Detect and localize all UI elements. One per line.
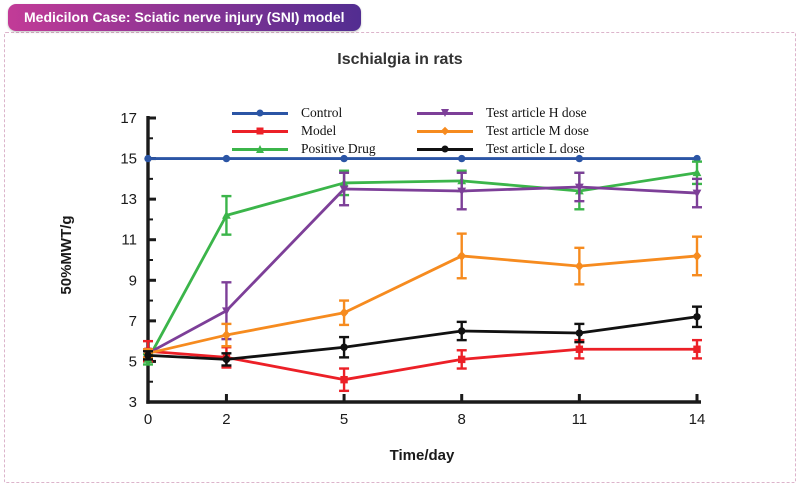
svg-text:11: 11 <box>121 232 137 249</box>
legend-item-test-article-m-dose: Test article M dose <box>417 122 589 140</box>
svg-text:17: 17 <box>120 110 137 127</box>
legend-label: Test article H dose <box>486 105 587 120</box>
legend-item-model: Model <box>232 122 376 140</box>
svg-text:7: 7 <box>129 313 137 330</box>
legend-label: Model <box>301 123 337 138</box>
svg-text:14: 14 <box>689 411 706 428</box>
legend-label: Test article M dose <box>486 123 589 138</box>
svg-text:0: 0 <box>144 411 152 428</box>
svg-text:2: 2 <box>222 411 230 428</box>
triangle-up-marker-icon <box>232 141 288 157</box>
circle-marker-icon <box>232 105 288 121</box>
legend-label: Positive Drug <box>301 141 376 156</box>
case-badge: Medicilon Case: Sciatic nerve injury (SN… <box>8 4 361 31</box>
svg-text:13: 13 <box>120 191 137 208</box>
legend-item-positive-drug: Positive Drug <box>232 140 376 158</box>
svg-text:8: 8 <box>458 411 466 428</box>
svg-text:11: 11 <box>572 411 588 428</box>
legend-column-right: Test article H dose Test article M dose Te… <box>417 104 589 158</box>
y-axis-label: 50%MWT/g <box>58 215 75 295</box>
circle-marker-icon <box>417 141 473 157</box>
diamond-marker-icon <box>417 123 473 139</box>
svg-text:5: 5 <box>129 353 137 370</box>
chart-title: Ischialgia in rats <box>337 51 463 68</box>
triangle-down-marker-icon <box>417 105 473 121</box>
svg-text:3: 3 <box>129 394 137 411</box>
svg-text:9: 9 <box>129 272 137 289</box>
legend-label: Control <box>301 105 343 120</box>
square-marker-icon <box>232 123 288 139</box>
x-axis-label: Time/day <box>389 447 455 464</box>
svg-text:5: 5 <box>340 411 348 428</box>
case-badge-label: Medicilon Case: Sciatic nerve injury (SN… <box>24 9 345 25</box>
legend-label: Test article L dose <box>486 141 585 156</box>
legend-column-left: Control Model Positive Drug <box>232 104 376 158</box>
svg-text:15: 15 <box>120 151 137 168</box>
legend-item-test-article-h-dose: Test article H dose <box>417 104 589 122</box>
legend-item-test-article-l-dose: Test article L dose <box>417 140 589 158</box>
legend-item-control: Control <box>232 104 376 122</box>
